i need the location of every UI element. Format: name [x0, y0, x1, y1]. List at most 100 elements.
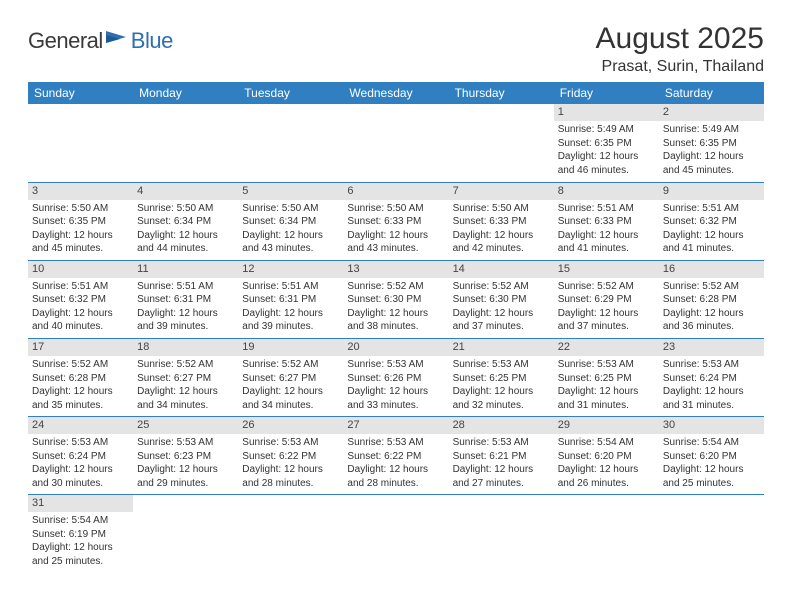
- day-details: Sunrise: 5:53 AMSunset: 6:25 PMDaylight:…: [554, 356, 659, 416]
- title-block: August 2025 Prasat, Surin, Thailand: [596, 22, 764, 76]
- calendar-cell: 25Sunrise: 5:53 AMSunset: 6:23 PMDayligh…: [133, 417, 238, 495]
- calendar-cell-empty: [449, 495, 554, 573]
- sunrise-text: Sunrise: 5:53 AM: [663, 358, 760, 372]
- calendar-cell: 6Sunrise: 5:50 AMSunset: 6:33 PMDaylight…: [343, 182, 448, 260]
- sunrise-text: Sunrise: 5:53 AM: [137, 436, 234, 450]
- day-number: 27: [343, 417, 448, 434]
- sunset-text: Sunset: 6:25 PM: [453, 372, 550, 386]
- calendar-cell-empty: [133, 104, 238, 182]
- calendar-cell: 4Sunrise: 5:50 AMSunset: 6:34 PMDaylight…: [133, 182, 238, 260]
- calendar-cell: 10Sunrise: 5:51 AMSunset: 6:32 PMDayligh…: [28, 260, 133, 338]
- day-details: Sunrise: 5:54 AMSunset: 6:19 PMDaylight:…: [28, 512, 133, 572]
- day-details: Sunrise: 5:51 AMSunset: 6:32 PMDaylight:…: [28, 278, 133, 338]
- calendar-cell: 24Sunrise: 5:53 AMSunset: 6:24 PMDayligh…: [28, 417, 133, 495]
- day-number: 7: [449, 183, 554, 200]
- sunset-text: Sunset: 6:29 PM: [558, 293, 655, 307]
- daylight-text: Daylight: 12 hours and 33 minutes.: [347, 385, 444, 412]
- day-number: 15: [554, 261, 659, 278]
- sunrise-text: Sunrise: 5:54 AM: [558, 436, 655, 450]
- sunset-text: Sunset: 6:26 PM: [347, 372, 444, 386]
- calendar-row: 3Sunrise: 5:50 AMSunset: 6:35 PMDaylight…: [28, 182, 764, 260]
- daylight-text: Daylight: 12 hours and 30 minutes.: [32, 463, 129, 490]
- day-details: Sunrise: 5:51 AMSunset: 6:31 PMDaylight:…: [238, 278, 343, 338]
- calendar-cell: 2Sunrise: 5:49 AMSunset: 6:35 PMDaylight…: [659, 104, 764, 182]
- calendar-cell-empty: [343, 495, 448, 573]
- day-details: Sunrise: 5:52 AMSunset: 6:27 PMDaylight:…: [133, 356, 238, 416]
- calendar-cell-empty: [238, 104, 343, 182]
- day-details: Sunrise: 5:52 AMSunset: 6:28 PMDaylight:…: [659, 278, 764, 338]
- sunset-text: Sunset: 6:27 PM: [137, 372, 234, 386]
- sunrise-text: Sunrise: 5:51 AM: [32, 280, 129, 294]
- daylight-text: Daylight: 12 hours and 31 minutes.: [558, 385, 655, 412]
- sunrise-text: Sunrise: 5:53 AM: [453, 358, 550, 372]
- sunrise-text: Sunrise: 5:49 AM: [558, 123, 655, 137]
- calendar-cell: 14Sunrise: 5:52 AMSunset: 6:30 PMDayligh…: [449, 260, 554, 338]
- daylight-text: Daylight: 12 hours and 45 minutes.: [663, 150, 760, 177]
- logo-text-general: General: [28, 28, 103, 54]
- day-details: Sunrise: 5:52 AMSunset: 6:29 PMDaylight:…: [554, 278, 659, 338]
- calendar-cell: 7Sunrise: 5:50 AMSunset: 6:33 PMDaylight…: [449, 182, 554, 260]
- day-details: Sunrise: 5:53 AMSunset: 6:22 PMDaylight:…: [238, 434, 343, 494]
- calendar-cell: 18Sunrise: 5:52 AMSunset: 6:27 PMDayligh…: [133, 338, 238, 416]
- calendar-cell: 1Sunrise: 5:49 AMSunset: 6:35 PMDaylight…: [554, 104, 659, 182]
- daylight-text: Daylight: 12 hours and 34 minutes.: [242, 385, 339, 412]
- day-details: Sunrise: 5:50 AMSunset: 6:34 PMDaylight:…: [238, 200, 343, 260]
- sunrise-text: Sunrise: 5:51 AM: [663, 202, 760, 216]
- sunset-text: Sunset: 6:32 PM: [32, 293, 129, 307]
- sunset-text: Sunset: 6:35 PM: [663, 137, 760, 151]
- sunset-text: Sunset: 6:35 PM: [32, 215, 129, 229]
- sunrise-text: Sunrise: 5:52 AM: [347, 280, 444, 294]
- calendar-row: 1Sunrise: 5:49 AMSunset: 6:35 PMDaylight…: [28, 104, 764, 182]
- daylight-text: Daylight: 12 hours and 37 minutes.: [453, 307, 550, 334]
- flag-icon: [106, 29, 128, 50]
- daylight-text: Daylight: 12 hours and 34 minutes.: [137, 385, 234, 412]
- calendar-cell: 26Sunrise: 5:53 AMSunset: 6:22 PMDayligh…: [238, 417, 343, 495]
- day-details: Sunrise: 5:51 AMSunset: 6:33 PMDaylight:…: [554, 200, 659, 260]
- calendar-table: SundayMondayTuesdayWednesdayThursdayFrid…: [28, 82, 764, 573]
- day-details: Sunrise: 5:53 AMSunset: 6:24 PMDaylight:…: [659, 356, 764, 416]
- day-number: 16: [659, 261, 764, 278]
- day-details: Sunrise: 5:50 AMSunset: 6:35 PMDaylight:…: [28, 200, 133, 260]
- day-details: Sunrise: 5:50 AMSunset: 6:34 PMDaylight:…: [133, 200, 238, 260]
- sunset-text: Sunset: 6:34 PM: [137, 215, 234, 229]
- weekday-header: Thursday: [449, 82, 554, 104]
- calendar-cell: 22Sunrise: 5:53 AMSunset: 6:25 PMDayligh…: [554, 338, 659, 416]
- sunrise-text: Sunrise: 5:53 AM: [347, 436, 444, 450]
- daylight-text: Daylight: 12 hours and 44 minutes.: [137, 229, 234, 256]
- sunrise-text: Sunrise: 5:51 AM: [242, 280, 339, 294]
- day-number: 28: [449, 417, 554, 434]
- daylight-text: Daylight: 12 hours and 37 minutes.: [558, 307, 655, 334]
- day-number: 12: [238, 261, 343, 278]
- day-details: Sunrise: 5:53 AMSunset: 6:26 PMDaylight:…: [343, 356, 448, 416]
- calendar-cell: 15Sunrise: 5:52 AMSunset: 6:29 PMDayligh…: [554, 260, 659, 338]
- day-details: Sunrise: 5:53 AMSunset: 6:25 PMDaylight:…: [449, 356, 554, 416]
- calendar-cell: 19Sunrise: 5:52 AMSunset: 6:27 PMDayligh…: [238, 338, 343, 416]
- daylight-text: Daylight: 12 hours and 26 minutes.: [558, 463, 655, 490]
- day-details: Sunrise: 5:53 AMSunset: 6:22 PMDaylight:…: [343, 434, 448, 494]
- sunrise-text: Sunrise: 5:54 AM: [663, 436, 760, 450]
- day-number: 4: [133, 183, 238, 200]
- sunset-text: Sunset: 6:35 PM: [558, 137, 655, 151]
- calendar-cell-empty: [133, 495, 238, 573]
- weekday-header: Wednesday: [343, 82, 448, 104]
- sunset-text: Sunset: 6:33 PM: [453, 215, 550, 229]
- day-number: 26: [238, 417, 343, 434]
- sunrise-text: Sunrise: 5:52 AM: [32, 358, 129, 372]
- sunrise-text: Sunrise: 5:53 AM: [242, 436, 339, 450]
- day-number: 8: [554, 183, 659, 200]
- logo-text-blue: Blue: [131, 28, 173, 54]
- day-details: Sunrise: 5:49 AMSunset: 6:35 PMDaylight:…: [554, 121, 659, 181]
- day-number: 14: [449, 261, 554, 278]
- daylight-text: Daylight: 12 hours and 32 minutes.: [453, 385, 550, 412]
- sunrise-text: Sunrise: 5:53 AM: [347, 358, 444, 372]
- day-number: 10: [28, 261, 133, 278]
- daylight-text: Daylight: 12 hours and 28 minutes.: [347, 463, 444, 490]
- calendar-cell-empty: [554, 495, 659, 573]
- daylight-text: Daylight: 12 hours and 31 minutes.: [663, 385, 760, 412]
- sunset-text: Sunset: 6:30 PM: [453, 293, 550, 307]
- calendar-row: 10Sunrise: 5:51 AMSunset: 6:32 PMDayligh…: [28, 260, 764, 338]
- day-details: Sunrise: 5:53 AMSunset: 6:21 PMDaylight:…: [449, 434, 554, 494]
- calendar-row: 24Sunrise: 5:53 AMSunset: 6:24 PMDayligh…: [28, 417, 764, 495]
- calendar-cell-empty: [343, 104, 448, 182]
- day-number: 22: [554, 339, 659, 356]
